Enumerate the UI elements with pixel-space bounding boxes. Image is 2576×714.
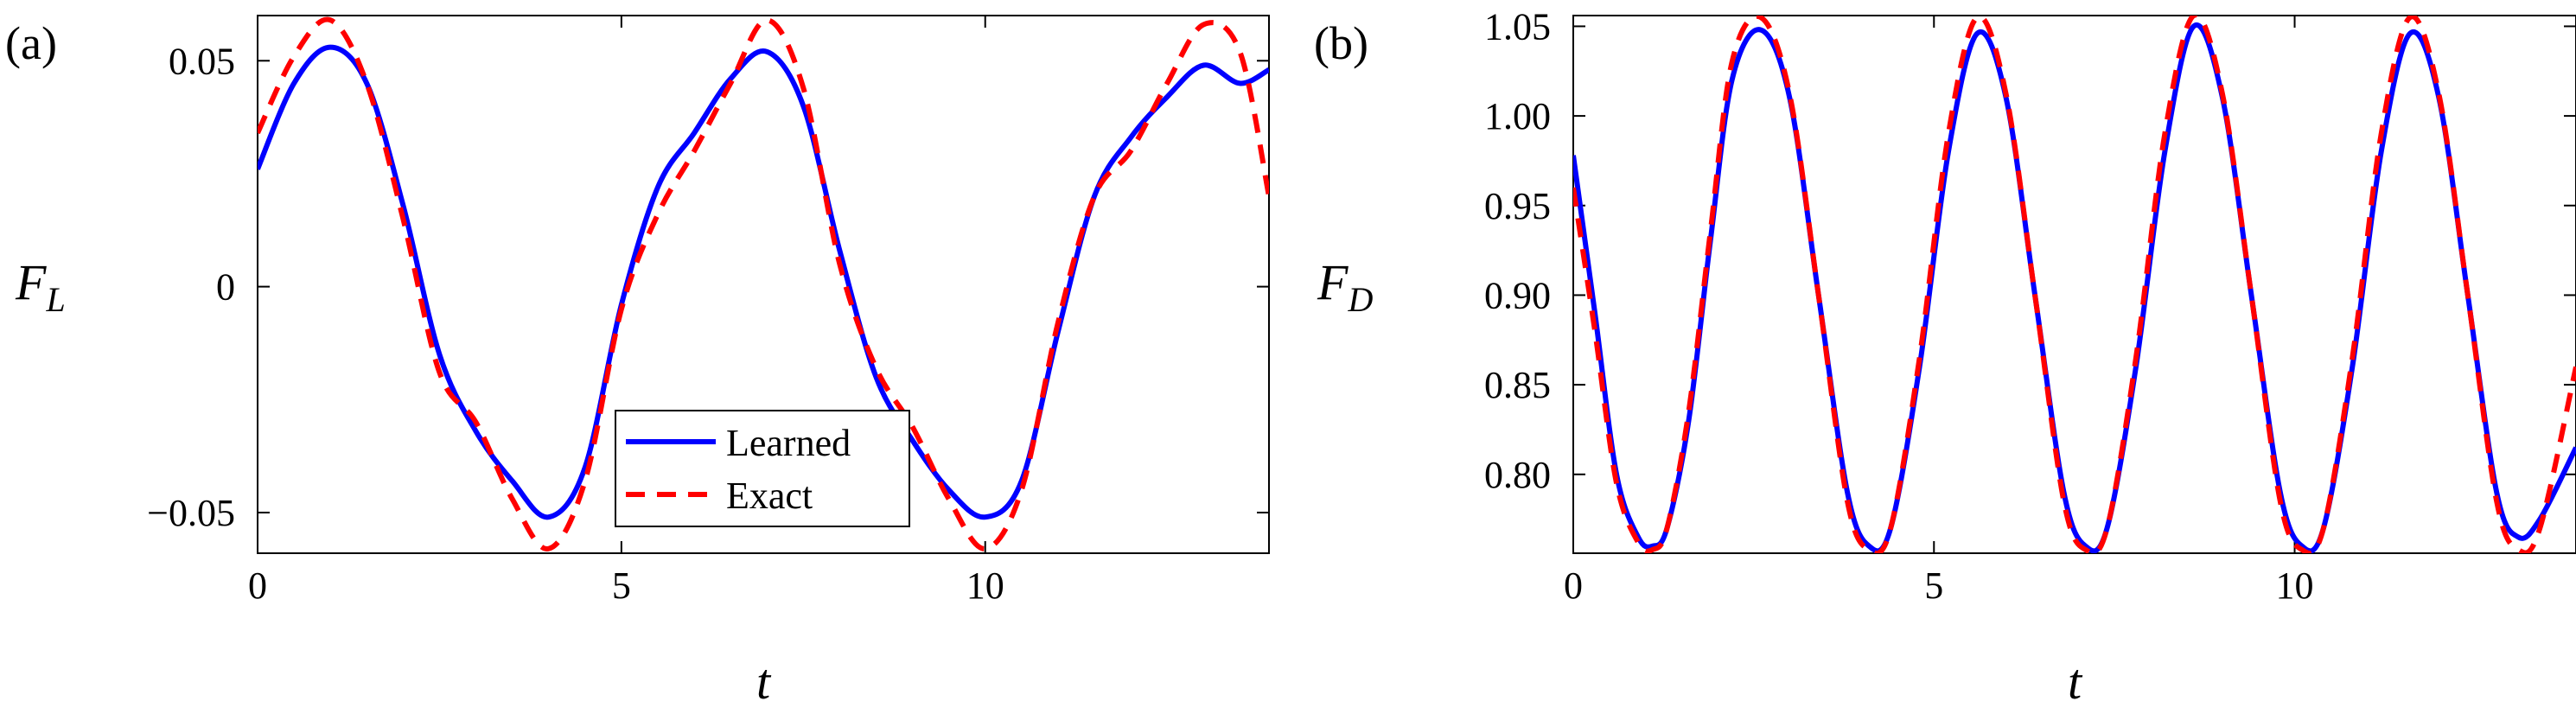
panel-b-tick-labels: 0 5 10 0.80 0.85 0.90 0.95 1.00 1.05 (1484, 5, 2314, 607)
panel-a-tick-labels: 0 5 10 −0.05 0 0.05 (147, 40, 1004, 607)
panel-b-y-tick-label: 0.80 (1484, 454, 1551, 496)
panel-b: (b) 0 5 10 0.80 0.85 0.90 0.95 1.00 1.05 FD t (1314, 5, 2576, 710)
panel-b-x-axis-label: t (2068, 653, 2083, 710)
legend-label-learned: Learned (726, 422, 851, 464)
panel-b-series-exact (1573, 16, 2576, 553)
panel-b-y-tick-label: 1.05 (1484, 5, 1551, 48)
panel-b-y-tick-label: 0.90 (1484, 274, 1551, 316)
panel-a-ticks (257, 16, 1269, 553)
panel-a: (a) 0 5 10 −0.05 0 0.05 FL t Learned Exact (5, 15, 1270, 710)
panel-a-x-tick-label: 0 (248, 564, 267, 607)
panel-a-series (258, 16, 1269, 551)
panel-b-label: (b) (1314, 17, 1368, 69)
panel-b-y-tick-label: 0.85 (1484, 364, 1551, 406)
panel-b-series (1573, 16, 2576, 553)
panel-b-y-tick-label: 0.95 (1484, 185, 1551, 227)
panel-a-legend: Learned Exact (615, 410, 910, 527)
panel-a-y-axis-label-main: F (15, 254, 47, 310)
panel-a-series-exact (258, 16, 1269, 551)
panel-a-y-axis-label-sub: L (45, 280, 65, 319)
panel-a-x-axis-label: t (756, 653, 772, 710)
panel-b-x-tick-label: 10 (2276, 564, 2314, 607)
panel-b-x-tick-label: 0 (1564, 564, 1583, 607)
legend-box (615, 410, 910, 527)
panel-a-y-tick-label: −0.05 (147, 492, 235, 534)
panel-a-y-tick-label: 0.05 (169, 40, 235, 82)
panel-b-y-axis-label-sub: D (1347, 280, 1373, 319)
panel-a-label: (a) (5, 17, 57, 69)
panel-b-y-axis-label: FD (1317, 254, 1373, 319)
panel-a-x-tick-label: 10 (966, 564, 1004, 607)
panel-a-y-axis-label: FL (15, 254, 66, 319)
panel-a-y-tick-label: 0 (216, 266, 235, 309)
legend-label-exact: Exact (726, 475, 813, 517)
panel-a-x-tick-label: 5 (612, 564, 631, 607)
panel-b-plot-frame (1572, 15, 2576, 554)
panel-b-y-axis-label-main: F (1317, 254, 1349, 310)
panel-b-y-tick-label: 1.00 (1484, 95, 1551, 137)
panel-b-x-tick-label: 5 (1924, 564, 1943, 607)
